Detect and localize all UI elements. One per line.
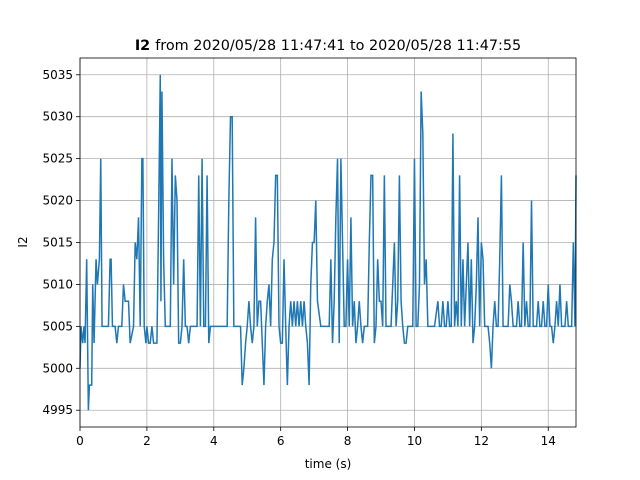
chart-title: I2 from 2020/05/28 11:47:41 to 2020/05/28… (135, 38, 521, 54)
x-tick-label: 8 (344, 434, 352, 448)
y-tick-label: 5035 (42, 68, 73, 82)
x-tick-label: 12 (474, 434, 489, 448)
plot-frame (79, 57, 577, 428)
x-axis-label: time (s) (305, 457, 352, 471)
data-line (79, 74, 577, 411)
y-tick-label: 5030 (42, 110, 73, 124)
title-rest: from 2020/05/28 11:47:41 to 2020/05/28 1… (155, 38, 521, 54)
x-tick-label: 10 (407, 434, 422, 448)
x-tick-label: 6 (277, 434, 285, 448)
y-tick-label: 5000 (42, 361, 73, 375)
y-tick-label: 4995 (42, 403, 73, 417)
y-tick-label: 5020 (42, 194, 73, 208)
title-bold: I2 (135, 38, 150, 54)
y-axis-label: I2 (16, 236, 30, 247)
x-tick-label: 2 (143, 434, 151, 448)
y-tick-label: 5010 (42, 277, 73, 291)
y-tick-label: 5015 (42, 236, 73, 250)
x-tick-label: 4 (210, 434, 218, 448)
x-tick-label: 14 (541, 434, 556, 448)
x-tick-label: 0 (76, 434, 84, 448)
y-tick-label: 5005 (42, 319, 73, 333)
y-tick-label: 5025 (42, 152, 73, 166)
